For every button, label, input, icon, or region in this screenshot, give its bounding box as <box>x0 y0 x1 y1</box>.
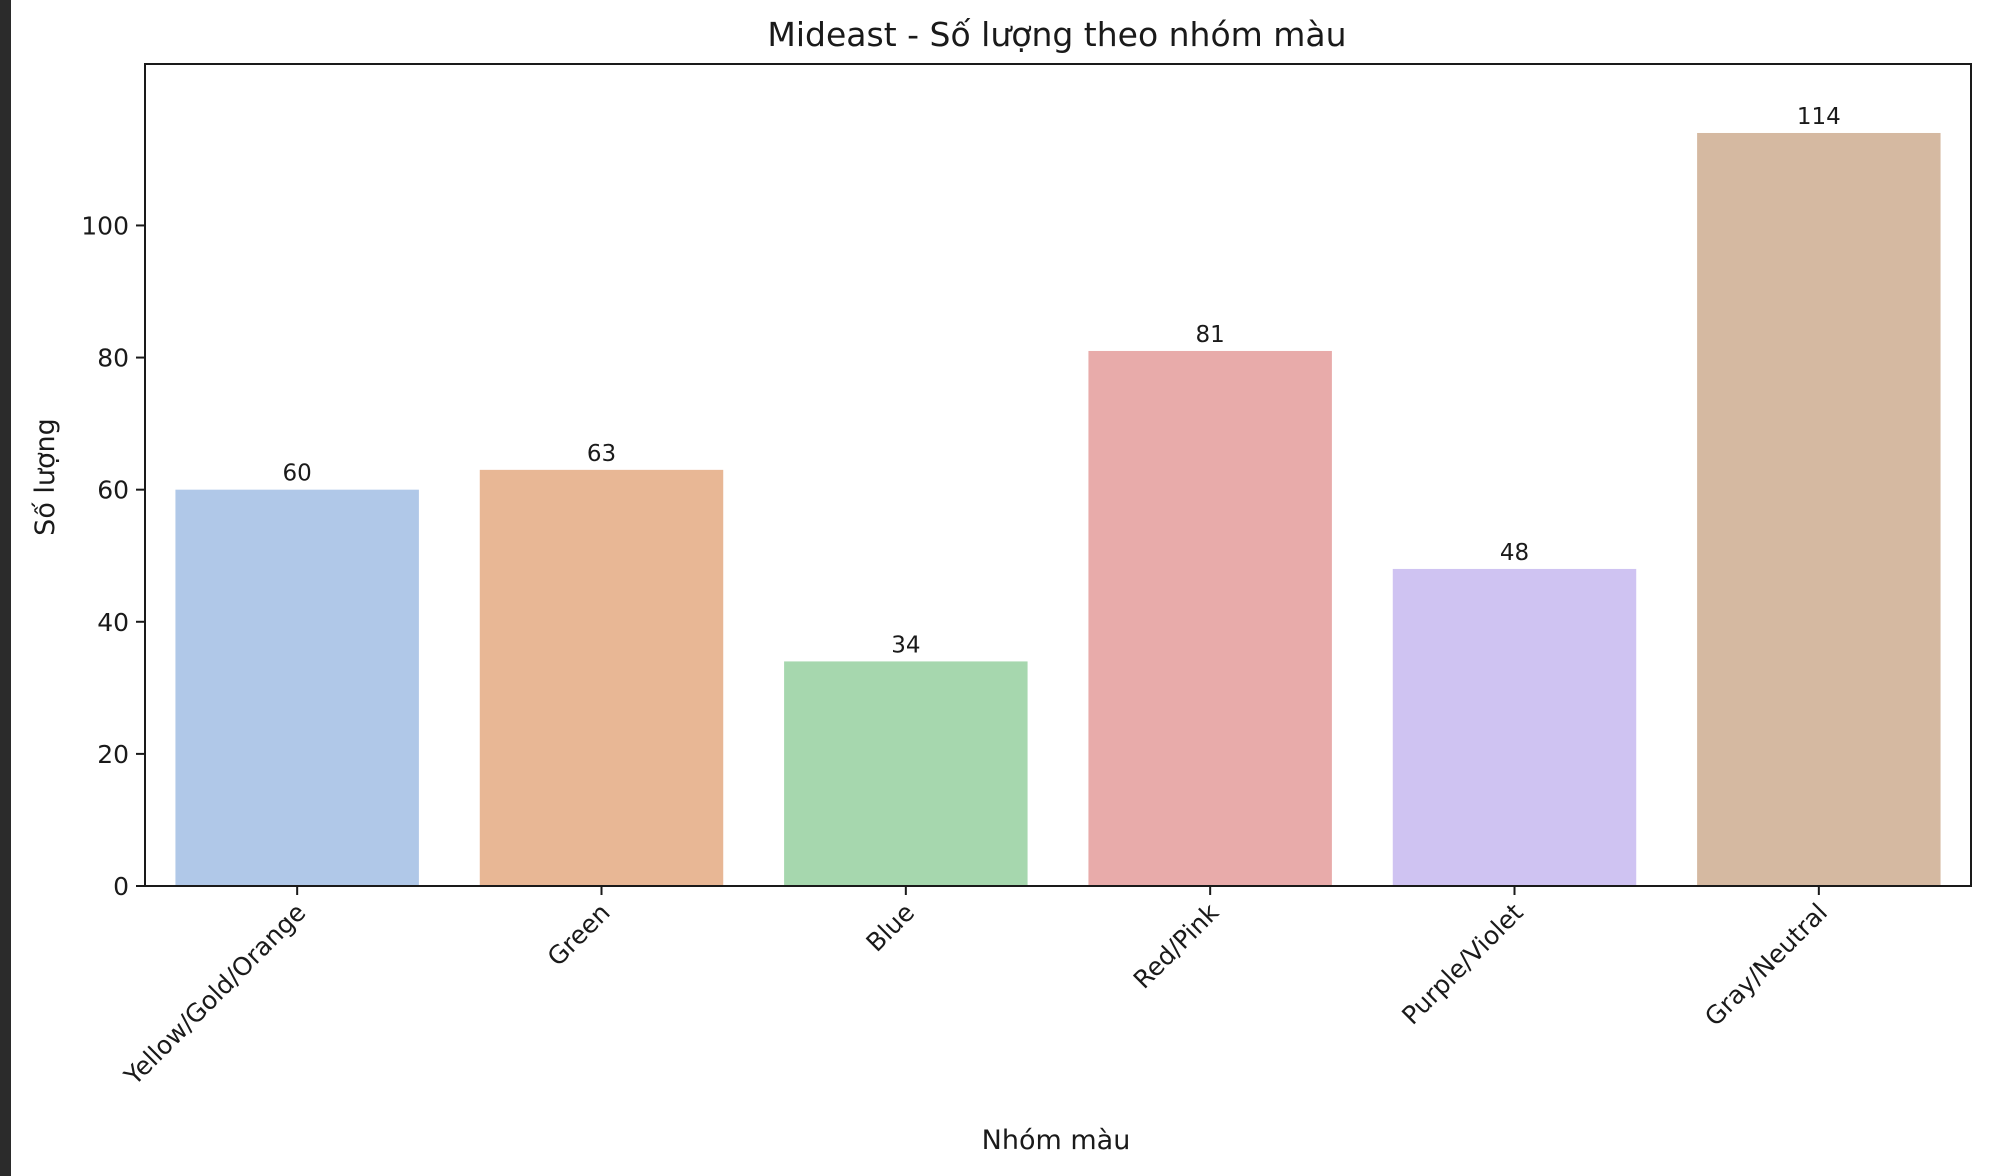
bar <box>1392 568 1637 886</box>
data-labels-group: 60 63 34 81 48 114 <box>283 104 1841 658</box>
y-tick-label: 40 <box>97 608 129 637</box>
bar <box>479 469 724 886</box>
bar <box>175 489 419 886</box>
bar <box>784 661 1028 886</box>
y-tick-label: 20 <box>97 740 129 769</box>
plot-frame <box>144 63 1972 887</box>
data-label: 114 <box>1797 104 1841 130</box>
data-label: 60 <box>283 461 312 487</box>
y-tick-label: 80 <box>97 344 129 373</box>
bar <box>1088 350 1332 886</box>
x-axis-label: Nhóm màu <box>982 1125 1131 1156</box>
y-axis-ticks: 0 20 40 60 80 100 <box>81 211 145 901</box>
x-tick-label: Purple/Violet <box>1396 898 1529 1031</box>
data-label: 63 <box>587 441 616 467</box>
x-tick-label: Blue <box>860 898 920 958</box>
y-axis-label: Số lượng <box>30 418 61 536</box>
x-tick-label: Yellow/Gold/Orange <box>118 898 312 1092</box>
data-label: 34 <box>891 632 920 658</box>
x-tick-label: Red/Pink <box>1128 897 1225 994</box>
bar <box>1697 132 1941 886</box>
y-tick-label: 0 <box>113 872 129 901</box>
data-label: 48 <box>1500 540 1529 566</box>
y-tick-label: 100 <box>81 211 129 240</box>
bars-group <box>175 132 1941 886</box>
x-tick-label: Green <box>542 898 616 972</box>
chart-title: Mideast - Số lượng theo nhóm màu <box>767 15 1346 54</box>
x-tick-label: Gray/Neutral <box>1699 898 1833 1032</box>
y-tick-label: 60 <box>97 476 129 505</box>
x-axis-ticks: Yellow/Gold/Orange Green Blue Red/Pink Purpl… <box>118 886 1833 1091</box>
data-label: 81 <box>1196 322 1225 348</box>
